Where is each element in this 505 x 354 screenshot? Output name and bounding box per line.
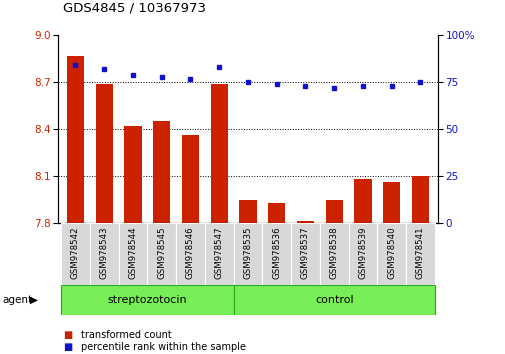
Text: control: control — [314, 295, 353, 305]
Bar — [348, 223, 377, 285]
Text: agent: agent — [3, 295, 33, 305]
Bar — [319, 223, 348, 285]
Bar — [147, 223, 176, 285]
Text: GSM978538: GSM978538 — [329, 226, 338, 279]
Text: GSM978540: GSM978540 — [386, 226, 395, 279]
Bar — [124, 126, 141, 223]
Bar — [61, 285, 233, 315]
Text: transformed count: transformed count — [81, 330, 171, 339]
Bar — [268, 203, 285, 223]
Bar — [405, 223, 434, 285]
Bar — [233, 223, 262, 285]
Text: GSM978539: GSM978539 — [358, 226, 367, 279]
Text: GSM978546: GSM978546 — [185, 226, 194, 279]
Bar — [354, 179, 371, 223]
Bar — [205, 223, 233, 285]
Bar — [239, 200, 256, 223]
Text: GSM978542: GSM978542 — [71, 226, 80, 279]
Text: streptozotocin: streptozotocin — [107, 295, 187, 305]
Bar — [67, 56, 84, 223]
Bar — [153, 121, 170, 223]
Text: GSM978544: GSM978544 — [128, 226, 137, 279]
Bar — [377, 223, 405, 285]
Bar — [176, 223, 205, 285]
Bar — [325, 200, 342, 223]
Text: ▶: ▶ — [30, 295, 38, 305]
Text: GSM978541: GSM978541 — [415, 226, 424, 279]
Bar — [290, 223, 319, 285]
Text: GSM978545: GSM978545 — [157, 226, 166, 279]
Bar — [210, 84, 227, 223]
Bar — [262, 223, 290, 285]
Text: ■: ■ — [63, 330, 72, 339]
Bar — [181, 136, 198, 223]
Bar — [296, 222, 314, 223]
Bar — [411, 176, 428, 223]
Text: GSM978535: GSM978535 — [243, 226, 252, 279]
Text: percentile rank within the sample: percentile rank within the sample — [81, 342, 245, 352]
Text: GSM978537: GSM978537 — [300, 226, 310, 279]
Bar — [118, 223, 147, 285]
Bar — [233, 285, 434, 315]
Bar — [90, 223, 118, 285]
Text: GSM978547: GSM978547 — [214, 226, 223, 279]
Bar — [382, 182, 399, 223]
Text: GSM978543: GSM978543 — [99, 226, 109, 279]
Text: ■: ■ — [63, 342, 72, 352]
Bar — [95, 84, 113, 223]
Text: GSM978536: GSM978536 — [272, 226, 281, 279]
Text: GDS4845 / 10367973: GDS4845 / 10367973 — [63, 1, 206, 14]
Bar — [61, 223, 90, 285]
